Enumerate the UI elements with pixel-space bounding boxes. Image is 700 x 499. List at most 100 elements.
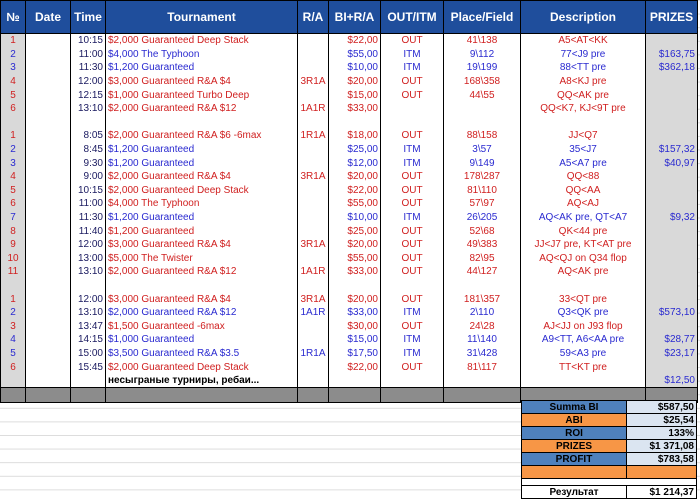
column-header: Tournament xyxy=(105,0,298,34)
bi-cell: $12,00 xyxy=(328,156,381,170)
column-header: OUT/ITM xyxy=(380,0,444,34)
bi-cell: $55,00 xyxy=(328,197,381,211)
summary-row: ABI $25,54 xyxy=(521,413,697,427)
time-cell: 13:00 xyxy=(70,251,106,266)
place-cell: 3\57 xyxy=(443,142,521,157)
ra-cell: 1A1R xyxy=(297,265,329,279)
prize-cell xyxy=(645,74,698,89)
bi-cell: $33,00 xyxy=(328,305,381,320)
ra-cell xyxy=(297,47,329,62)
ra-cell: 3R1A xyxy=(297,292,329,306)
desc-cell: AJ<JJ on J93 flop xyxy=(520,319,646,334)
data-row: 1 12:00 $3,000 Guaranteed R&A $4 3R1A $20,00… xyxy=(0,292,698,306)
place-cell: 49\383 xyxy=(443,237,521,252)
tournament-cell: $5,000 The Twister xyxy=(105,251,298,266)
no-cell: 3 xyxy=(0,156,26,170)
desc-cell: AQ<QJ on Q34 flop xyxy=(520,251,646,266)
status-cell: OUT xyxy=(380,129,444,143)
summary-table: Summa BI $587,50 ABI $25,54 ROI 133% PRIZES $1 … xyxy=(521,400,697,499)
summary-value: $783,58 xyxy=(626,452,697,466)
time-cell: 11:30 xyxy=(70,61,106,75)
cell xyxy=(0,373,26,388)
cell xyxy=(521,465,627,479)
bi-cell: $25,00 xyxy=(328,142,381,157)
cell xyxy=(25,265,71,279)
cell xyxy=(25,169,71,184)
desc-cell: 33<QT pre xyxy=(520,292,646,306)
place-cell: 178\287 xyxy=(443,169,521,184)
cell xyxy=(70,373,106,388)
tournament-cell: $1,200 Guaranteed xyxy=(105,224,298,238)
data-row: 6 15:45 $2,000 Guaranteed Deep Stack $22,00… xyxy=(0,360,698,374)
cell xyxy=(25,292,71,306)
cell xyxy=(25,387,71,404)
data-row: 10 13:00 $5,000 The Twister $55,00 OUT 82\95 A… xyxy=(0,251,698,266)
desc-cell: 35<J7 xyxy=(520,142,646,157)
cell xyxy=(105,387,298,404)
desc-cell: 59<A3 pre xyxy=(520,346,646,361)
column-header: R/A xyxy=(297,0,329,34)
data-row: 5 15:00 $3,500 Guaranteed R&A $3.5 1R1A $17,… xyxy=(0,346,698,361)
summary-label: ABI xyxy=(521,413,627,427)
header-row: № Date Time Tournament R/A BI+R/A OUT/ITM Place… xyxy=(0,0,698,34)
ra-cell: 1A1R xyxy=(297,101,329,116)
status-cell: OUT xyxy=(380,74,444,89)
cell xyxy=(520,115,646,130)
cell xyxy=(25,333,71,347)
bi-cell: $25,00 xyxy=(328,224,381,238)
cell xyxy=(25,237,71,252)
no-cell: 4 xyxy=(0,74,26,89)
no-cell: 1 xyxy=(0,33,26,48)
cell xyxy=(25,360,71,374)
desc-cell: AQ<AK pre xyxy=(520,265,646,279)
ra-cell: 3R1A xyxy=(297,237,329,252)
ra-cell: 3R1A xyxy=(297,74,329,89)
data-row: 5 10:15 $2,000 Guaranteed Deep Stack $22,00… xyxy=(0,183,698,198)
tournament-cell: $1,200 Guaranteed xyxy=(105,61,298,75)
summary-value: $587,50 xyxy=(626,400,697,414)
blank-row xyxy=(0,278,698,293)
cell xyxy=(25,47,71,62)
time-cell: 12:00 xyxy=(70,74,106,89)
summary-value: $1 371,08 xyxy=(626,439,697,453)
prize-cell xyxy=(645,101,698,116)
status-cell: OUT xyxy=(380,360,444,374)
time-cell: 10:15 xyxy=(70,33,106,48)
prize-cell: $157,32 xyxy=(645,142,698,157)
no-cell: 5 xyxy=(0,346,26,361)
ra-cell xyxy=(297,360,329,374)
cell xyxy=(521,478,697,486)
bi-cell: $15,00 xyxy=(328,333,381,347)
tournament-cell: $3,000 Guaranteed R&A $4 xyxy=(105,237,298,252)
spacer-row xyxy=(521,478,697,486)
cell xyxy=(25,115,71,130)
desc-cell: TT<KT pre xyxy=(520,360,646,374)
column-header: Date xyxy=(25,0,71,34)
prize-cell: $28,77 xyxy=(645,333,698,347)
no-cell: 6 xyxy=(0,101,26,116)
status-cell: ITM xyxy=(380,47,444,62)
cell xyxy=(297,373,329,388)
gray-row xyxy=(0,387,698,404)
tournament-cell: $3,000 Guaranteed R&A $4 xyxy=(105,74,298,89)
no-cell: 5 xyxy=(0,88,26,102)
place-cell: 44\127 xyxy=(443,265,521,279)
no-cell: 4 xyxy=(0,333,26,347)
summary-label: PROFIT xyxy=(521,452,627,466)
data-row: 2 13:10 $2,000 Guaranteed R&A $12 1A1R $33,0… xyxy=(0,305,698,320)
ra-cell xyxy=(297,224,329,238)
column-header: Description xyxy=(520,0,646,34)
ra-cell: 1R1A xyxy=(297,129,329,143)
desc-cell: 88<TT pre xyxy=(520,61,646,75)
data-row: 7 11:30 $1,200 Guaranteed $10,00 ITM 26\205 AQ… xyxy=(0,210,698,225)
tournament-cell: $1,200 Guaranteed xyxy=(105,142,298,157)
prize-cell: $23,17 xyxy=(645,346,698,361)
status-cell: OUT xyxy=(380,169,444,184)
desc-cell: Q3<QK pre xyxy=(520,305,646,320)
no-cell: 7 xyxy=(0,210,26,225)
prize-cell: $9,32 xyxy=(645,210,698,225)
prize-cell xyxy=(645,88,698,102)
prize-cell xyxy=(645,319,698,334)
no-cell: 4 xyxy=(0,169,26,184)
status-cell xyxy=(380,101,444,116)
